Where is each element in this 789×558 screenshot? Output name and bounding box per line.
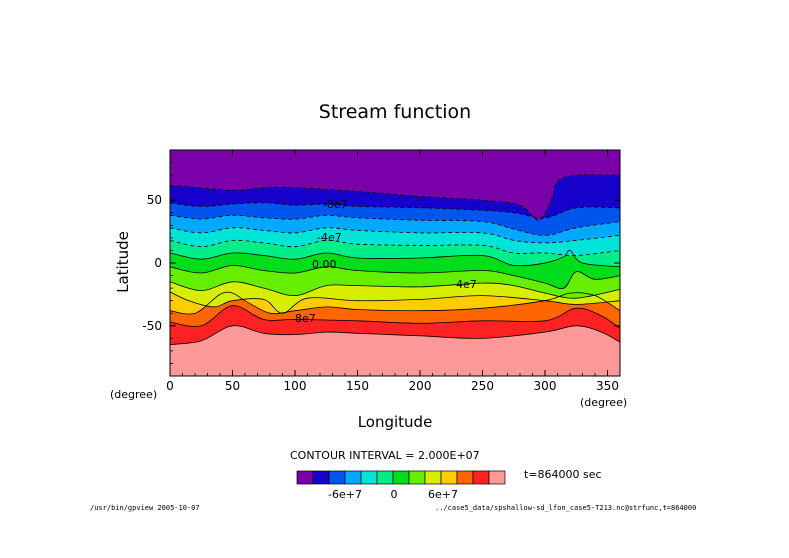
contour-line (169, 291, 621, 315)
colorbar-swatch (440, 470, 458, 485)
colorbar-tick-label: 6e+7 (428, 488, 458, 501)
colorbar-swatch (312, 470, 330, 485)
contour-line (169, 281, 621, 299)
y-axis-unit: (degree) (110, 388, 157, 401)
contour-line (169, 249, 621, 268)
x-axis-unit: (degree) (580, 396, 627, 409)
x-tick-label: 300 (534, 379, 557, 393)
colorbar-tick-label: 0 (391, 488, 398, 501)
colorbar-swatch (344, 470, 362, 485)
contour-band (170, 150, 620, 221)
time-text: t=864000 sec (524, 468, 602, 481)
colorbar-swatch (488, 470, 506, 485)
contour-line (169, 227, 621, 244)
colorbar-swatch (360, 470, 378, 485)
contour-label: -8e7 (323, 198, 348, 211)
colorbar-swatch (296, 470, 314, 485)
contour-label: -4e7 (317, 231, 342, 244)
colorbar (296, 470, 506, 485)
y-tick-label: -50 (142, 319, 162, 333)
x-tick-label: 200 (409, 379, 432, 393)
x-axis-label: Longitude (358, 413, 433, 431)
contour-line (169, 305, 621, 329)
footer-left: /usr/bin/gpview 2005-10-07 (90, 504, 200, 512)
y-tick-label: 50 (147, 193, 162, 207)
x-tick-label: 350 (596, 379, 619, 393)
colorbar-swatch (456, 470, 474, 485)
contour-line (169, 214, 621, 236)
colorbar-swatch (472, 470, 490, 485)
colorbar-swatch (328, 470, 346, 485)
x-tick-label: 150 (346, 379, 369, 393)
chart-title: Stream function (319, 101, 471, 123)
y-tick-label: 0 (154, 256, 162, 270)
contour-label: 8e7 (295, 312, 316, 325)
contour-line (169, 239, 621, 256)
colorbar-swatch (408, 470, 426, 485)
colorbar-tick-label: -6e+7 (328, 488, 362, 501)
x-tick-label: 250 (471, 379, 494, 393)
contour-label: 0.00 (312, 258, 337, 271)
contour-interval-text: CONTOUR INTERVAL = 2.000E+07 (290, 449, 480, 462)
colorbar-swatch (376, 470, 394, 485)
contour-line-layer (169, 174, 621, 345)
contour-line (169, 265, 621, 289)
colorbar-swatch (392, 470, 410, 485)
footer-right: ../case5_data/spshallow-sd_lfon_case5-T2… (435, 504, 696, 512)
x-tick-label: 0 (166, 379, 174, 393)
axes: 0 50 100 150 200 250 300 350 50 0 -50 (142, 149, 621, 393)
y-axis-label: Latitude (114, 231, 132, 293)
contour-line (169, 325, 621, 345)
contour-fill-layer (170, 150, 620, 376)
x-tick-label: 50 (225, 379, 240, 393)
x-tick-label: 100 (284, 379, 307, 393)
contour-label: 4e7 (456, 278, 477, 291)
colorbar-swatch (424, 470, 442, 485)
